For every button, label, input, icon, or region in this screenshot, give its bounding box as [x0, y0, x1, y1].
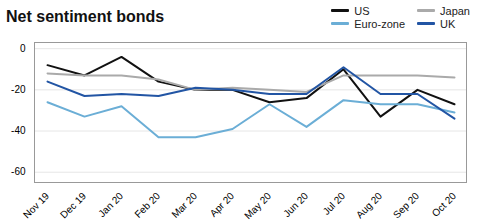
- svg-text:Nov 19: Nov 19: [21, 190, 51, 220]
- svg-text:Dec 19: Dec 19: [58, 190, 88, 220]
- svg-text:-40: -40: [11, 125, 26, 136]
- svg-text:Mar 20: Mar 20: [169, 190, 199, 220]
- svg-text:Apr 20: Apr 20: [208, 190, 237, 219]
- svg-text:-60: -60: [11, 166, 26, 177]
- html-text:UK: UK: [440, 17, 456, 30]
- html-text:US: US: [354, 4, 370, 17]
- svg-text:-20: -20: [11, 84, 26, 95]
- svg-text:Jun 20: Jun 20: [281, 190, 310, 219]
- svg-text:Oct 20: Oct 20: [430, 190, 459, 219]
- svg-text:Aug 20: Aug 20: [354, 190, 384, 220]
- html-text:Euro-zone: Euro-zone: [354, 17, 405, 30]
- svg-text:0: 0: [20, 43, 26, 54]
- svg-text:Feb 20: Feb 20: [132, 190, 162, 220]
- svg-text:May 20: May 20: [242, 190, 273, 221]
- html-text:Net sentiment bonds: Net sentiment bonds: [6, 8, 165, 25]
- svg-text:Jul 20: Jul 20: [321, 190, 348, 217]
- html-text:Japan: Japan: [440, 4, 470, 17]
- svg-text:Sep 20: Sep 20: [391, 190, 421, 220]
- svg-text:Jan 20: Jan 20: [96, 190, 125, 219]
